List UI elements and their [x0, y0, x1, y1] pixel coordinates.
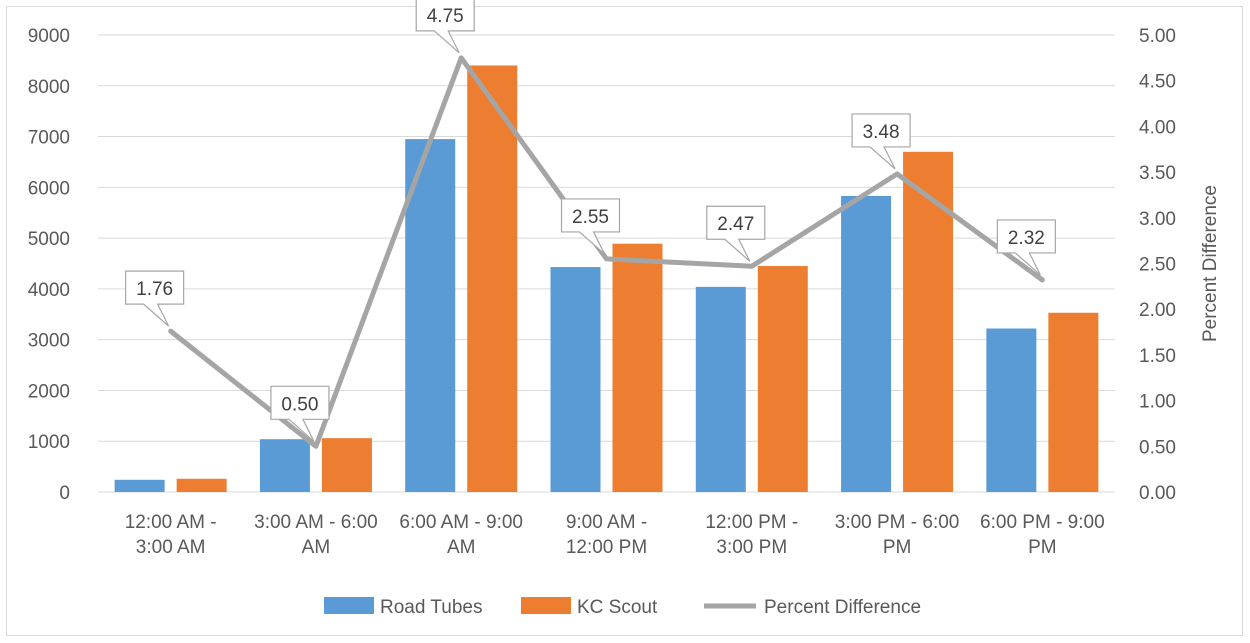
y-right-tick-label: 4.00 — [1139, 117, 1176, 138]
y-right-tick-label: 1.50 — [1139, 346, 1176, 367]
x-tick-label: PM — [1028, 537, 1057, 558]
y-left-tick-label: 5000 — [28, 229, 70, 250]
data-label-callout — [415, 0, 475, 54]
x-tick-label: 3:00 PM - 6:00 — [835, 512, 960, 533]
x-tick-label: 3:00 AM - 6:00 — [254, 512, 378, 533]
y-right-tick-label: 2.50 — [1139, 255, 1176, 276]
y-right-axis-title: Percent Difference — [1200, 185, 1221, 342]
data-label: 0.50 — [281, 394, 318, 415]
bar-kc-scout — [176, 478, 227, 492]
bar-kc-scout — [1048, 312, 1099, 492]
legend-label: KC Scout — [577, 597, 658, 618]
y-right-tick-label: 2.00 — [1139, 300, 1176, 321]
y-left-tick-label: 0 — [59, 483, 70, 504]
x-tick-label: 12:00 PM - — [705, 512, 798, 533]
legend-swatch — [521, 597, 571, 614]
x-tick-label: 12:00 PM — [566, 537, 647, 558]
bar-road-tubes — [259, 439, 310, 492]
x-tick-label: PM — [883, 537, 912, 558]
legend-swatch — [324, 597, 374, 614]
y-left-tick-label: 9000 — [28, 26, 70, 47]
data-label: 2.32 — [1008, 228, 1045, 249]
data-label-callout — [270, 385, 330, 442]
legend-label: Percent Difference — [764, 597, 921, 618]
legend-label: Road Tubes — [380, 597, 482, 618]
x-tick-label: 9:00 AM - — [566, 512, 647, 533]
data-label-callout — [125, 270, 185, 327]
bar-road-tubes — [986, 328, 1037, 492]
y-right-tick-label: 0.50 — [1139, 437, 1176, 458]
data-label: 2.55 — [572, 207, 609, 228]
bar-kc-scout — [612, 243, 663, 492]
x-tick-label: AM — [447, 537, 476, 558]
bar-road-tubes — [695, 286, 746, 492]
data-label-callout — [560, 198, 621, 255]
y-right-tick-label: 5.00 — [1139, 26, 1176, 47]
bar-kc-scout — [757, 266, 808, 492]
y-left-tick-label: 8000 — [28, 77, 70, 98]
data-label-callout — [706, 205, 766, 262]
y-right-tick-label: 0.00 — [1139, 483, 1176, 504]
data-label: 1.76 — [136, 279, 173, 300]
y-left-tick-label: 2000 — [28, 381, 70, 402]
y-right-tick-label: 1.00 — [1139, 392, 1176, 413]
data-label-callout — [851, 113, 911, 170]
y-left-tick-label: 4000 — [28, 280, 70, 301]
x-tick-label: 3:00 AM — [136, 537, 206, 558]
y-left-tick-label: 3000 — [28, 331, 70, 352]
y-right-tick-label: 3.00 — [1139, 209, 1176, 230]
x-tick-label: AM — [302, 537, 331, 558]
y-left-tick-label: 6000 — [28, 178, 70, 199]
x-tick-label: 6:00 AM - 9:00 — [399, 512, 523, 533]
data-label-callout — [996, 219, 1056, 276]
line-percent-difference — [168, 55, 1045, 449]
data-label: 2.47 — [717, 214, 754, 235]
chart-border — [6, 6, 1243, 636]
y-right-tick-label: 3.50 — [1139, 163, 1176, 184]
x-tick-label: 3:00 PM — [716, 537, 787, 558]
bar-road-tubes — [841, 195, 892, 492]
x-tick-label: 12:00 AM - — [125, 512, 217, 533]
bar-road-tubes — [550, 267, 601, 492]
y-right-tick-label: 4.50 — [1139, 72, 1176, 93]
bar-kc-scout — [467, 65, 518, 492]
y-left-tick-label: 1000 — [28, 432, 70, 453]
y-left-tick-label: 7000 — [28, 128, 70, 149]
data-label: 3.48 — [863, 122, 900, 143]
bar-road-tubes — [114, 479, 165, 492]
data-label: 4.75 — [427, 6, 464, 27]
bar-kc-scout — [903, 151, 954, 493]
x-tick-label: 6:00 PM - 9:00 — [980, 512, 1105, 533]
bar-kc-scout — [321, 438, 372, 492]
bar-road-tubes — [405, 139, 456, 492]
